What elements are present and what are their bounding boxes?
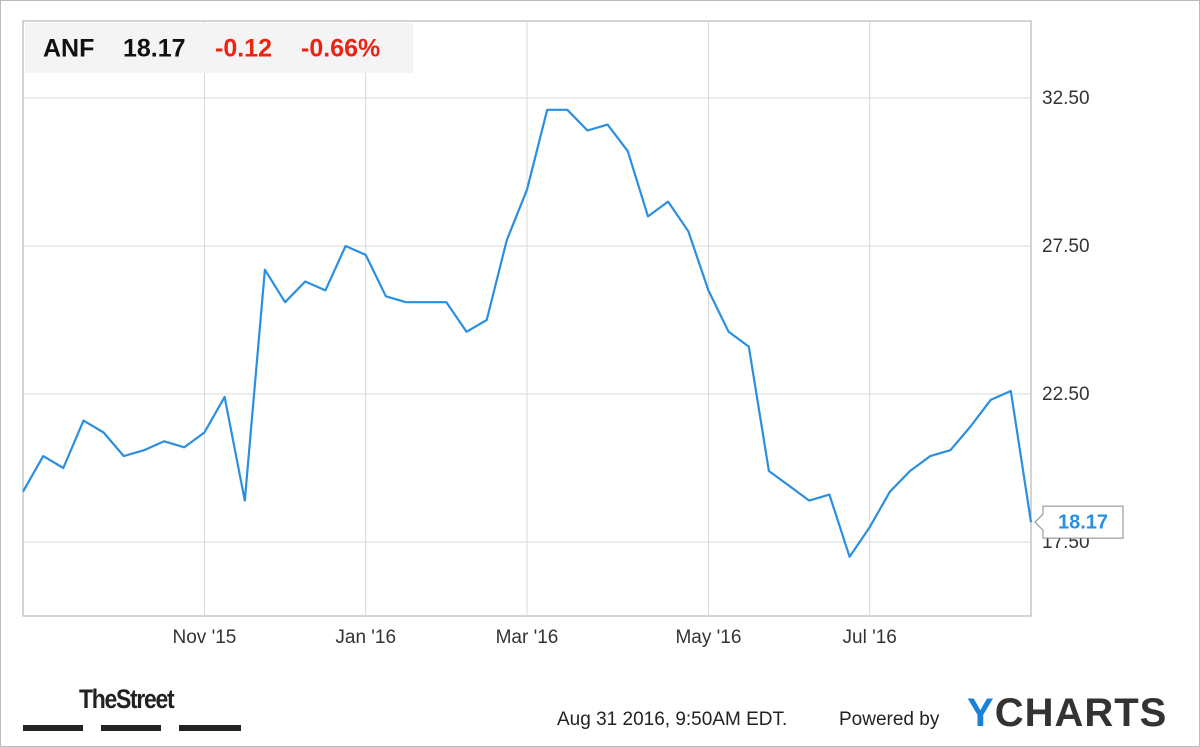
powered-by: Powered by <box>839 709 940 730</box>
logo-bar <box>101 725 161 731</box>
last-value-box <box>1034 505 1124 539</box>
price: 18.17 <box>123 35 186 63</box>
x-tick-label: Mar '16 <box>496 627 559 648</box>
last-value-label: 18.17 <box>1058 511 1108 533</box>
change: -0.12 <box>215 35 272 63</box>
timestamp: Aug 31 2016, 9:50AM EDT. <box>557 709 788 730</box>
x-tick-label: Nov '15 <box>173 627 237 648</box>
ticker: ANF <box>43 35 94 63</box>
brand: TheStreet <box>79 684 175 714</box>
logo-bar <box>179 725 241 731</box>
change-pct: -0.66% <box>301 35 380 63</box>
x-tick-label: Jul '16 <box>843 627 897 648</box>
y-tick-label: 32.50 <box>1042 88 1090 109</box>
logo-bar <box>23 725 83 731</box>
x-tick-label: Jan '16 <box>335 627 396 648</box>
y-tick-label: 27.50 <box>1042 236 1090 257</box>
price-line <box>22 108 1033 558</box>
provider-logo: YCHARTS <box>967 691 1168 735</box>
x-tick-label: May '16 <box>675 627 741 648</box>
quote-box <box>25 23 413 73</box>
y-tick-label: 22.50 <box>1042 384 1090 405</box>
